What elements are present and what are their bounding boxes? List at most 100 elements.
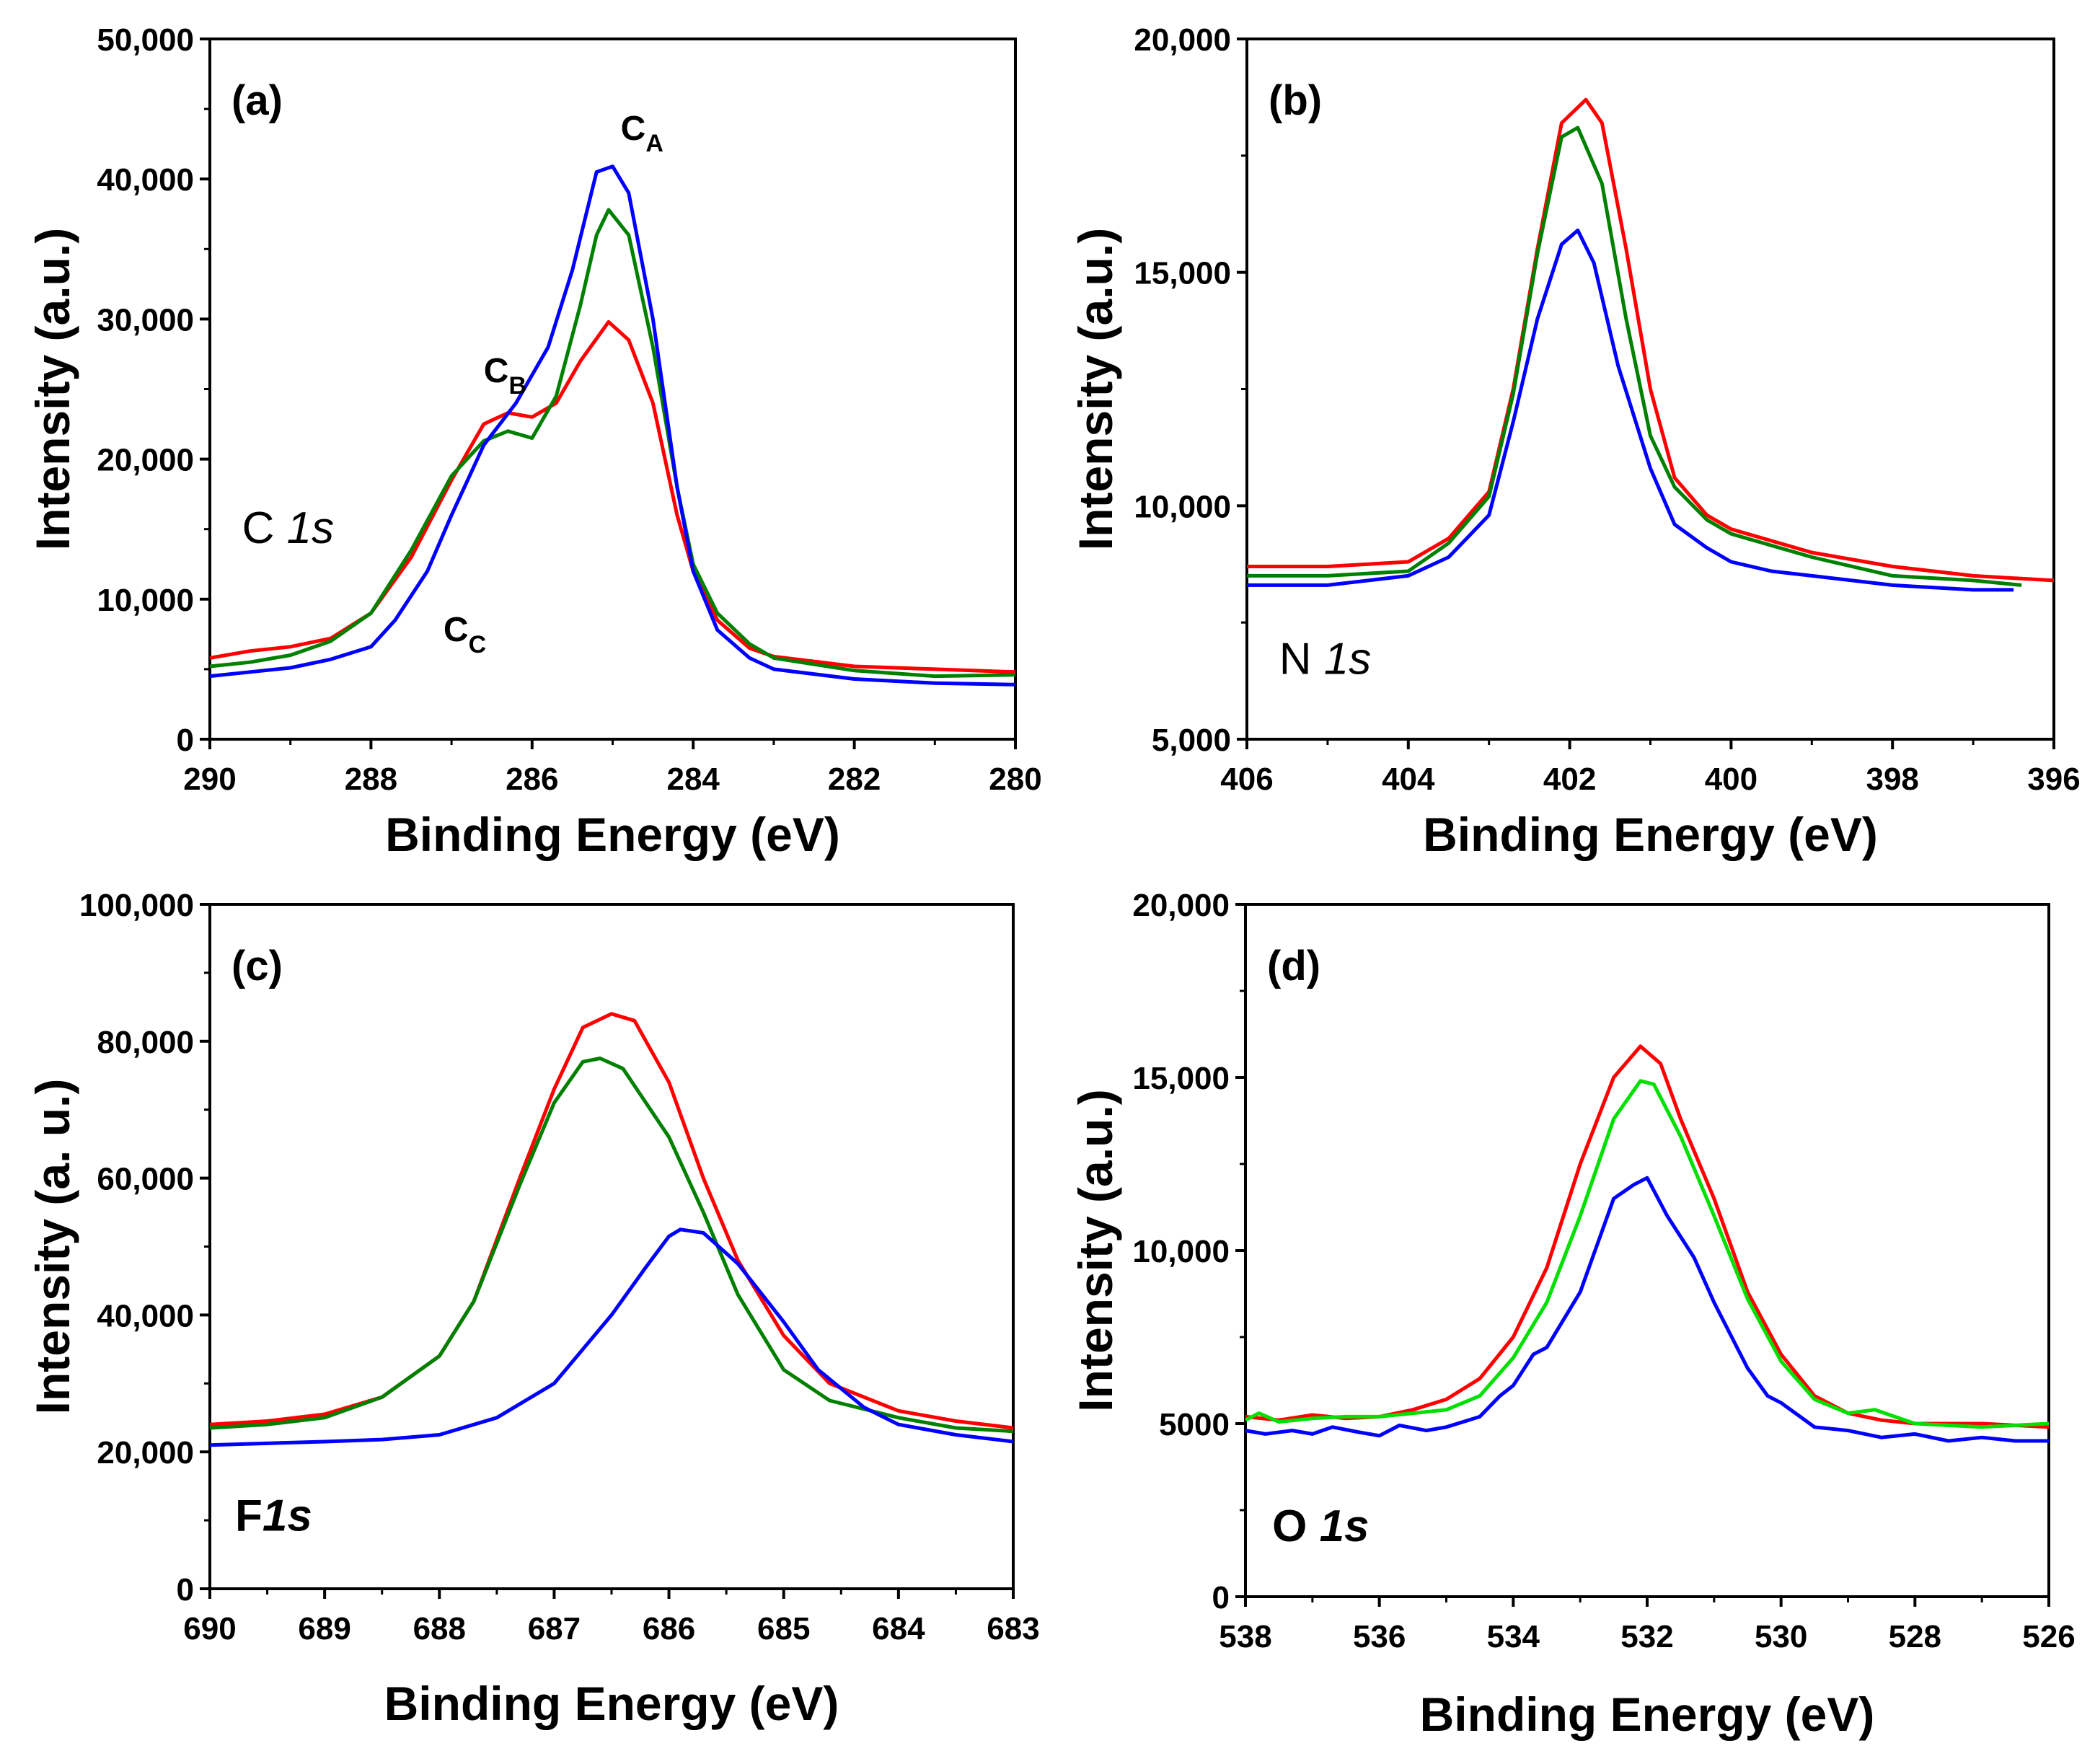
x-tick-label: 538	[1219, 1619, 1271, 1654]
y-tick-label: 10,000	[1132, 1234, 1230, 1269]
x-tick-label: 282	[828, 762, 881, 797]
x-tick-label: 683	[987, 1611, 1039, 1646]
series-line-blue	[1247, 228, 2014, 592]
x-tick-label: 686	[643, 1611, 695, 1646]
series-line-blue	[209, 1227, 1014, 1447]
plot-frame	[1244, 903, 2050, 1598]
panel-label: (a)	[231, 77, 283, 124]
x-tick-label: 690	[183, 1611, 236, 1646]
series-line-green	[209, 208, 1016, 679]
series-line-red	[209, 1012, 1014, 1430]
peak-annotation: CB	[484, 352, 526, 400]
series-line-green	[1247, 125, 2022, 587]
panel-label: (c)	[231, 943, 283, 989]
series-line-red	[1245, 1044, 2050, 1429]
series-line-blue	[1245, 1176, 2049, 1443]
y-axis-title: Intensity (a. u.)	[26, 1079, 79, 1415]
panel-label: (b)	[1269, 77, 1322, 124]
orbital-label: 1s	[1324, 634, 1371, 684]
y-tick-label: 80,000	[97, 1025, 194, 1060]
x-tick-label: 290	[183, 762, 236, 797]
x-axis-title: Binding Energy (eV)	[385, 808, 840, 861]
y-tick-label: 40,000	[97, 1298, 194, 1333]
orbital-label: 1s	[287, 503, 334, 553]
y-tick-label: 0	[177, 1572, 194, 1608]
x-tick-label: 400	[1705, 762, 1757, 797]
y-tick-label: 10,000	[1134, 489, 1231, 524]
y-tick-label: 20,000	[97, 443, 194, 478]
peak-annotation-main: C	[621, 110, 646, 148]
y-tick-label: 40,000	[97, 162, 194, 198]
series-line-green	[209, 1057, 1014, 1434]
y-tick-label: 20,000	[1134, 22, 1231, 58]
x-tick-label: 288	[345, 762, 397, 797]
y-tick-label: 15,000	[1132, 1061, 1230, 1096]
x-tick-label: 689	[298, 1611, 350, 1646]
element-label: O 1s	[1272, 1501, 1369, 1551]
y-tick-label: 0	[177, 723, 194, 758]
x-tick-label: 685	[757, 1611, 810, 1646]
x-tick-label: 406	[1220, 762, 1273, 797]
y-tick-label: 10,000	[97, 583, 194, 618]
y-tick-label: 100,000	[79, 888, 194, 923]
x-axis-title: Binding Energy (eV)	[384, 1677, 839, 1730]
element-label: F1s	[235, 1491, 312, 1540]
x-tick-label: 530	[1755, 1619, 1807, 1654]
panel-label: (d)	[1267, 943, 1320, 989]
chart-panel-a: 290 288 286 284 282 280 0 10,000 20,000 30,000 40,…	[26, 22, 1042, 861]
x-tick-label: 526	[2022, 1619, 2075, 1654]
x-tick-label: 688	[413, 1611, 466, 1646]
plot-frame	[208, 903, 1015, 1590]
y-tick-label: 15,000	[1134, 256, 1231, 291]
y-tick-label: 5000	[1159, 1407, 1230, 1442]
orbital-label: 1s	[1320, 1501, 1370, 1551]
y-tick-label: 60,000	[97, 1162, 194, 1197]
series-line-red	[1247, 97, 2055, 583]
peak-annotation-sub: C	[469, 631, 487, 658]
x-tick-label: 687	[528, 1611, 581, 1646]
x-tick-label: 534	[1487, 1619, 1540, 1654]
y-axis-title: Intensity (a.u.)	[1069, 1089, 1122, 1411]
x-tick-label: 528	[1889, 1619, 1941, 1654]
orbital-label: 1s	[263, 1491, 312, 1540]
x-tick-label: 532	[1620, 1619, 1673, 1654]
element-label: N 1s	[1279, 634, 1371, 684]
peak-annotation-sub: A	[645, 130, 663, 157]
element-symbol: F	[235, 1491, 263, 1540]
chart-panel-d: 538 536 534 532 530 528 526 0 5000 10,000 15,000 20…	[1069, 888, 2076, 1741]
series-line-red	[209, 319, 1016, 674]
x-tick-label: 684	[872, 1611, 925, 1646]
x-tick-label: 286	[506, 762, 558, 797]
chart-panel-c: 690 689 688 687 686 685 684 683 0 20,000 40,000 60,…	[26, 888, 1040, 1730]
x-tick-label: 536	[1353, 1619, 1406, 1654]
y-tick-label: 0	[1212, 1580, 1230, 1615]
series-line-green	[1244, 1079, 2050, 1429]
y-tick-label: 20,000	[97, 1435, 194, 1470]
series-line-blue	[209, 164, 1016, 687]
x-axis-title: Binding Energy (eV)	[1423, 808, 1878, 861]
peak-annotation-sub: B	[508, 372, 526, 400]
x-tick-label: 402	[1543, 762, 1596, 797]
x-axis-title: Binding Energy (eV)	[1420, 1688, 1875, 1741]
x-tick-label: 396	[2027, 762, 2080, 797]
y-axis-title: Intensity (a.u.)	[1069, 228, 1122, 550]
y-tick-label: 50,000	[97, 22, 194, 58]
element-symbol: N	[1279, 634, 1324, 684]
y-tick-label: 20,000	[1132, 888, 1230, 923]
plot-frame	[208, 38, 1017, 741]
y-axis-title: Intensity (a.u.)	[26, 228, 79, 550]
element-symbol: O	[1272, 1501, 1319, 1551]
peak-annotation-main: C	[484, 352, 509, 390]
peak-annotation: CC	[444, 611, 486, 658]
y-tick-label: 5,000	[1152, 723, 1231, 758]
peak-annotation-main: C	[444, 611, 469, 649]
x-tick-label: 284	[666, 762, 720, 797]
element-symbol: C	[242, 503, 287, 553]
element-label: C 1s	[242, 503, 334, 553]
chart-panel-b: 406 404 402 400 398 396 5,000 10,000 15,000 20,00…	[1069, 22, 2081, 861]
y-tick-label: 30,000	[97, 302, 194, 338]
x-tick-label: 398	[1866, 762, 1918, 797]
x-tick-label: 404	[1382, 762, 1435, 797]
peak-annotation: CA	[621, 110, 663, 157]
